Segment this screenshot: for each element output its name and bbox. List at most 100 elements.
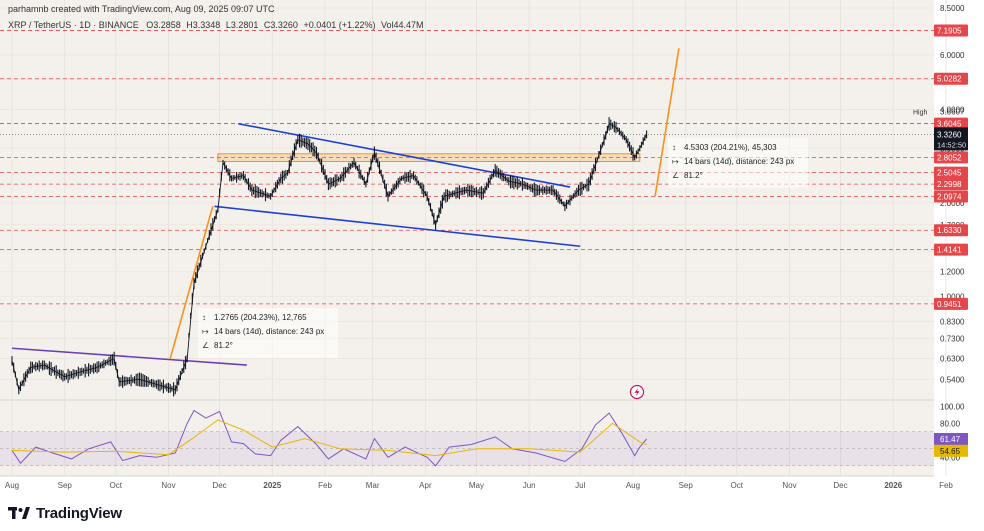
trendline <box>214 205 581 248</box>
price-tick-label: 0.6300 <box>940 355 965 364</box>
rsi-ma-line <box>11 419 647 457</box>
rsi-tick-label: 40.00 <box>940 453 961 462</box>
x-tick-label: Nov <box>782 481 796 490</box>
price-tick-label: 4.0000 <box>940 106 965 115</box>
trendline <box>238 122 571 188</box>
price-axis: 8.50006.00005.00004.00003.00002.50002.00… <box>913 4 968 462</box>
attribution-text: parhamnb created with TradingView.com, A… <box>8 4 275 14</box>
rsi-tick-label: 80.00 <box>940 419 961 428</box>
level-tag-label: 2.8052 <box>937 153 962 162</box>
price-tick-label: 6.0000 <box>940 51 965 60</box>
x-tick-label: Feb <box>318 481 332 490</box>
x-tick-label: Dec <box>212 481 226 490</box>
time-axis: Aug Sep Oct Nov Dec 2025 Feb Mar Apr May Jun Jul Aug… <box>5 481 954 490</box>
low-value: L3.2801 <box>225 20 259 30</box>
rsi-tick-label: 100.00 <box>940 402 965 411</box>
price-tick-label: 0.8300 <box>940 317 965 326</box>
last-price-label: 3.3260 <box>937 130 962 139</box>
level-tag-label: 2.0974 <box>937 193 962 202</box>
annotation-icon: ↦ <box>202 327 209 336</box>
level-tag <box>934 117 968 130</box>
x-tick-label: Apr <box>419 481 432 490</box>
x-tick-label: Oct <box>110 481 123 490</box>
volume-value: Vol44.47M <box>381 20 424 30</box>
high-value: 3.6607 <box>940 107 965 116</box>
x-tick-label: Jun <box>523 481 536 490</box>
annotation-line: 4.5303 (204.21%), 45,303 <box>684 143 777 152</box>
footer: TradingView <box>8 500 122 526</box>
level-tag-label: 0.9451 <box>937 300 962 309</box>
rsi-ma-label: 54.65 <box>940 447 961 456</box>
change-value: +0.0401 (+1.22%) <box>303 20 376 30</box>
bolt-icon[interactable] <box>629 384 645 400</box>
annotation-line: 14 bars (14d), distance: 243 px <box>214 327 324 336</box>
level-tag <box>934 24 968 37</box>
x-tick-label: 2025 <box>263 481 281 490</box>
x-tick-label: Sep <box>679 481 694 490</box>
level-tag <box>934 190 968 203</box>
close-value: C3.3260 <box>263 20 298 30</box>
x-tick-label: Nov <box>161 481 175 490</box>
level-tag <box>934 178 968 191</box>
rsi-value-tag <box>934 433 968 446</box>
x-tick-label: Dec <box>833 481 847 490</box>
last-price-tag <box>934 127 968 151</box>
level-tag-label: 1.4141 <box>937 246 962 255</box>
rsi-ma-tag <box>934 444 968 457</box>
open-value: O3.2858 <box>146 20 181 30</box>
tradingview-brand[interactable]: TradingView <box>36 504 122 522</box>
rsi-line <box>11 409 647 467</box>
annotation-icon: ∠ <box>672 171 679 180</box>
annotation-line: 14 bars (14d), distance: 243 px <box>684 157 794 166</box>
annotation-icon: ↕ <box>202 313 206 322</box>
level-tag-label: 2.2998 <box>937 180 962 189</box>
price-tick-label: 8.5000 <box>940 4 965 13</box>
annotation-box <box>668 138 808 188</box>
price-tick-label: 1.0000 <box>940 292 965 301</box>
rsi-value-label: 61.47 <box>940 435 961 444</box>
x-tick-label: Mar <box>366 481 380 490</box>
tradingview-logo-icon[interactable] <box>8 506 30 520</box>
annotation-icon: ↦ <box>672 157 679 166</box>
annotation-icon: ↕ <box>672 143 676 152</box>
annotation-box <box>198 308 338 358</box>
x-tick-label: Aug <box>626 481 640 490</box>
price-line <box>11 123 648 391</box>
symbol-label[interactable]: XRP / TetherUS · 1D · BINANCE <box>8 20 139 30</box>
level-tag-label: 3.6045 <box>937 120 962 129</box>
x-tick-label: Sep <box>58 481 73 490</box>
ohlc-legend: XRP / TetherUS · 1D · BINANCE O3.2858 H3… <box>8 20 424 30</box>
annotation-line: 81.2° <box>684 171 703 180</box>
trendline <box>654 48 680 197</box>
annotation-line: 1.2765 (204.23%), 12,765 <box>214 313 307 322</box>
countdown-label: 14:52:50 <box>937 140 966 149</box>
level-tag <box>934 297 968 310</box>
rsi-band <box>0 431 934 466</box>
trendlines <box>11 48 680 366</box>
chart-background <box>0 0 934 476</box>
price-tick-label: 0.5400 <box>940 375 965 384</box>
price-tick-label: 2.0000 <box>940 199 965 208</box>
rsi-pane <box>0 409 934 467</box>
price-tick-label: 0.7300 <box>940 335 965 344</box>
level-tag-label: 1.6330 <box>937 226 962 235</box>
price-series <box>11 117 648 397</box>
annotation-line: 81.2° <box>214 341 233 350</box>
level-tag-label: 7.1905 <box>937 27 962 36</box>
x-tick-label: May <box>469 481 484 490</box>
x-tick-label: Feb <box>939 481 953 490</box>
level-tag <box>934 224 968 237</box>
x-tick-label: Aug <box>5 481 19 490</box>
trendline <box>11 347 247 366</box>
level-tag <box>934 166 968 179</box>
trendline <box>169 206 214 359</box>
x-tick-label: 2026 <box>884 481 902 490</box>
measure-annotations: ↕ 4.5303 (204.21%), 45,303 ↦ 14 bars (14d),… <box>198 138 808 358</box>
high-label: High <box>913 109 928 116</box>
level-tag-label: 5.0282 <box>937 75 962 84</box>
level-tag-label: 2.5045 <box>937 169 962 178</box>
level-tag <box>934 243 968 256</box>
price-tick-label: 1.2000 <box>940 268 965 277</box>
annotation-icon: ∠ <box>202 341 209 350</box>
